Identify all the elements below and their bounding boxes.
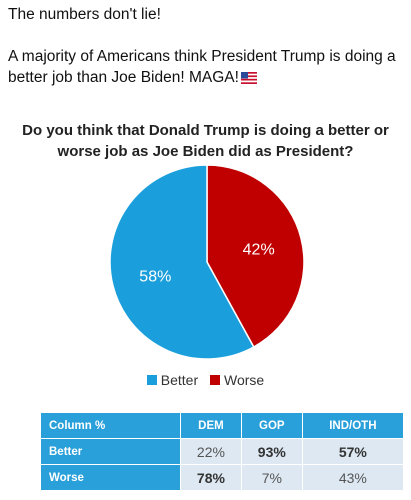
table-cell: 78% [180, 464, 242, 491]
post-line-2: A majority of Americans think President … [8, 46, 404, 90]
table-row: Worse 78% 7% 43% [40, 464, 405, 491]
pie-slice-worse [206, 164, 305, 349]
post-text: The numbers don't lie! A majority of Ame… [8, 4, 404, 90]
pie-slice-better [109, 164, 255, 360]
table-row-label: Worse [40, 464, 181, 491]
table-header-cell: GOP [240, 412, 303, 439]
table-row-label: Better [40, 438, 181, 465]
legend-label-better: Better [160, 372, 199, 388]
post-line-2-text: A majority of Americans think President … [8, 48, 396, 86]
pie-chart: 58% 42% [109, 164, 305, 360]
legend-item-worse: Worse [210, 372, 264, 388]
table-header-cell: IND/OTH [301, 412, 405, 439]
us-flag-icon [240, 69, 257, 90]
table-cell: 22% [180, 438, 242, 465]
pie-label-better: 58% [139, 268, 171, 285]
pie-slices: 58% 42% [109, 164, 305, 360]
chart-title: Do you think that Donald Trump is doing … [22, 122, 389, 160]
legend-item-better: Better [146, 372, 199, 388]
legend-label-worse: Worse [224, 372, 265, 388]
crosstab-table: Column % DEM GOP IND/OTH Better 22% 93% … [40, 412, 405, 491]
post-line-1: The numbers don't lie! [8, 6, 161, 23]
table-cell: 7% [240, 464, 303, 491]
table-cell: 93% [240, 438, 303, 465]
table-row: Better 22% 93% 57% [40, 438, 405, 465]
table-cell: 43% [301, 464, 405, 491]
table-header-row: Column % DEM GOP IND/OTH [40, 412, 405, 439]
table-header-cell: Column % [40, 412, 181, 439]
pie-label-worse: 42% [243, 242, 275, 259]
chart-legend: Better Worse [0, 372, 411, 388]
legend-swatch-worse [210, 375, 221, 385]
table-header-cell: DEM [180, 412, 242, 439]
table-cell: 57% [301, 438, 405, 465]
legend-swatch-better [146, 375, 157, 385]
